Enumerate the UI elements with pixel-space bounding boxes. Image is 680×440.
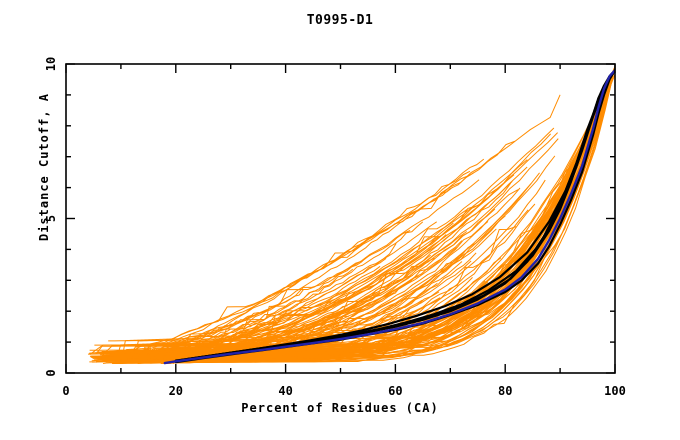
- prediction-curve: [102, 133, 552, 359]
- reference-model: [163, 68, 615, 365]
- svg-text:40: 40: [278, 384, 292, 398]
- prediction-curve: [100, 308, 321, 356]
- page-title: T0995-D1: [306, 13, 374, 28]
- prediction-curve: [145, 66, 615, 363]
- axis-tick-labels: 0 20 40 60 80 100 0 5 10: [44, 57, 626, 398]
- svg-text:20: 20: [169, 384, 183, 398]
- svg-text:100: 100: [604, 384, 626, 398]
- svg-text:0: 0: [44, 369, 58, 376]
- prediction-curve: [145, 66, 615, 363]
- axis-ticks: [65, 63, 616, 374]
- prediction-curve: [120, 67, 615, 362]
- series-all-predictions: [87, 66, 615, 365]
- prediction-curve: [152, 67, 615, 359]
- prediction-curve: [113, 66, 615, 357]
- svg-text:0: 0: [62, 384, 69, 398]
- prediction-curve: [186, 203, 536, 363]
- prediction-curve: [162, 68, 615, 362]
- svg-text:5: 5: [44, 215, 58, 222]
- prediction-curve: [116, 66, 615, 355]
- prediction-curve: [130, 326, 256, 355]
- prediction-curve: [132, 291, 381, 354]
- x-axis-label: Percent of Residues (CA): [241, 401, 439, 415]
- svg-text:60: 60: [388, 384, 402, 398]
- prediction-curve: [164, 66, 615, 355]
- svg-text:80: 80: [498, 384, 512, 398]
- prediction-curve: [130, 67, 615, 352]
- series-reference-model: [163, 68, 615, 365]
- svg-text:10: 10: [44, 57, 58, 71]
- prediction-curve: [104, 94, 561, 359]
- prediction-curve: [91, 67, 615, 362]
- prediction-curve: [101, 140, 516, 358]
- highlight-model-5: [196, 69, 615, 359]
